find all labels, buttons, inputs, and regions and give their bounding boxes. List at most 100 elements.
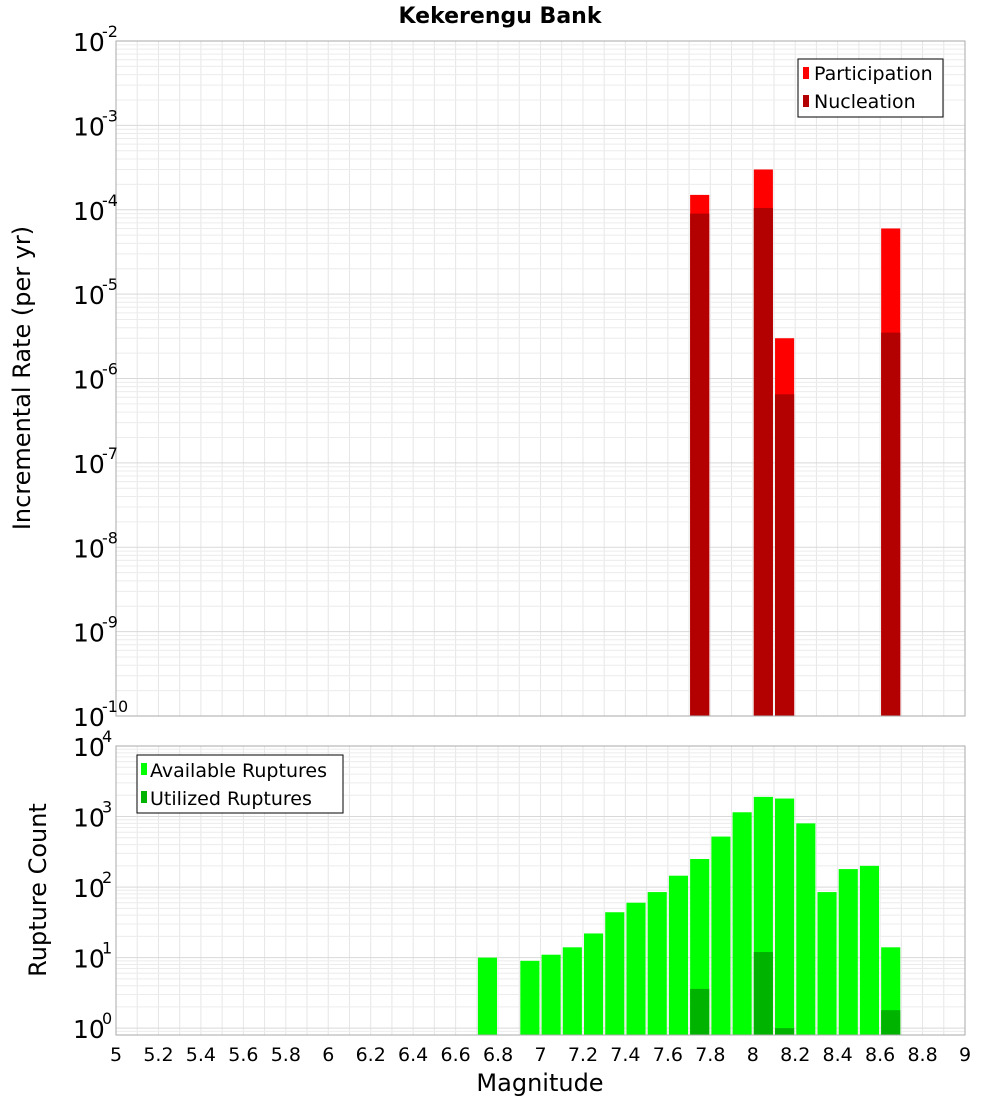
top-gridlines: [115, 41, 966, 717]
y-tick-base: 10: [73, 804, 105, 833]
bottom-y-axis-label: Rupture Count: [24, 803, 52, 977]
x-tick-label: 8.4: [823, 1044, 853, 1066]
bar-available-ruptures: [562, 947, 582, 1035]
y-tick-exponent: -5: [102, 275, 118, 294]
bar-available-ruptures: [732, 812, 752, 1035]
y-tick-base: 10: [73, 703, 105, 732]
y-tick-base: 10: [73, 1015, 105, 1044]
x-tick-label: 5.6: [228, 1044, 258, 1066]
x-tick-label: 6.8: [483, 1044, 513, 1066]
top-y-axis-label: Incremental Rate (per yr): [8, 226, 36, 530]
x-tick-label: 5.2: [143, 1044, 173, 1066]
y-tick-label: 10-6: [73, 360, 118, 395]
x-tick-label: 8.2: [780, 1044, 810, 1066]
x-tick-label: 7: [534, 1044, 546, 1066]
bottom-plot-border: [115, 745, 966, 1036]
x-tick-label: 6: [322, 1044, 334, 1066]
bar-available-ruptures: [647, 892, 667, 1035]
bar-available-ruptures: [584, 933, 604, 1035]
bar-nucleation: [881, 332, 901, 716]
top-legend-box: [797, 58, 944, 118]
x-tick-label: 6.4: [398, 1044, 428, 1066]
y-tick-label: 10-8: [73, 528, 118, 563]
y-tick-base: 10: [73, 450, 105, 479]
legend-swatch-participation: [803, 67, 809, 79]
bar-utilized-ruptures: [690, 988, 710, 1035]
y-tick-label: 104: [73, 727, 112, 762]
y-tick-label: 103: [73, 798, 112, 833]
bar-available-ruptures: [838, 869, 858, 1035]
y-tick-exponent: -9: [102, 613, 118, 632]
legend-label-nucleation: Nucleation: [814, 91, 916, 113]
y-tick-base: 10: [73, 945, 105, 974]
y-tick-base: 10: [73, 28, 105, 57]
bar-available-ruptures: [817, 892, 837, 1035]
bar-available-ruptures: [520, 960, 540, 1035]
y-tick-base: 10: [73, 733, 105, 762]
bottom-legend-box: [136, 754, 344, 814]
y-tick-exponent: 1: [102, 939, 112, 958]
bar-available-ruptures: [477, 957, 497, 1035]
y-tick-exponent: -4: [102, 191, 118, 210]
top-bars: [690, 169, 901, 717]
legend-label-available: Available Ruptures: [150, 760, 327, 782]
y-tick-base: 10: [73, 112, 105, 141]
x-tick-label: 7.2: [568, 1044, 598, 1066]
x-tick-label: 8: [747, 1044, 759, 1066]
legend-swatch-nucleation: [803, 95, 809, 107]
y-tick-exponent: 0: [102, 1009, 112, 1028]
y-tick-base: 10: [73, 534, 105, 563]
y-tick-exponent: -10: [102, 697, 128, 716]
y-tick-label: 102: [73, 868, 112, 903]
y-tick-label: 101: [73, 939, 112, 974]
x-tick-label: 8.8: [907, 1044, 937, 1066]
y-tick-label: 10-5: [73, 275, 118, 310]
bar-available-ruptures: [626, 902, 646, 1035]
top-plot-border: [115, 40, 966, 717]
y-tick-label: 10-9: [73, 613, 118, 648]
y-tick-exponent: -7: [102, 444, 118, 463]
chart-title: Kekerengu Bank: [399, 4, 603, 29]
x-tick-label: 5.8: [271, 1044, 301, 1066]
x-tick-label: 6.6: [440, 1044, 470, 1066]
y-tick-exponent: 4: [102, 727, 112, 746]
y-tick-exponent: -8: [102, 528, 118, 547]
y-tick-label: 10-4: [73, 191, 118, 226]
y-tick-base: 10: [73, 281, 105, 310]
x-tick-label: 7.6: [653, 1044, 683, 1066]
y-tick-base: 10: [73, 197, 105, 226]
bar-utilized-ruptures: [881, 1010, 901, 1035]
bottom-bars: [477, 796, 901, 1035]
top-legend: Participation Nucleation: [797, 58, 944, 118]
y-tick-label: 10-3: [73, 106, 118, 141]
y-tick-exponent: 3: [102, 798, 112, 817]
bar-nucleation: [753, 207, 773, 716]
bar-utilized-ruptures: [775, 1028, 795, 1035]
bar-available-ruptures: [605, 912, 625, 1035]
y-tick-label: 100: [73, 1009, 112, 1044]
bar-available-ruptures: [668, 875, 689, 1035]
y-tick-label: 10-10: [73, 697, 128, 732]
legend-swatch-available: [141, 763, 147, 775]
y-tick-exponent: 2: [102, 868, 112, 887]
bar-available-ruptures: [775, 798, 795, 1035]
bar-nucleation: [775, 394, 795, 716]
x-tick-label: 7.4: [610, 1044, 640, 1066]
y-tick-exponent: -2: [102, 22, 118, 41]
y-tick-base: 10: [73, 874, 105, 903]
bar-available-ruptures: [859, 865, 880, 1035]
bar-nucleation: [690, 213, 710, 717]
x-tick-label: 6.2: [356, 1044, 386, 1066]
y-tick-label: 10-7: [73, 444, 118, 479]
bar-available-ruptures: [796, 823, 816, 1035]
bar-available-ruptures: [711, 836, 731, 1035]
bar-available-ruptures: [541, 954, 561, 1035]
x-tick-label: 5.4: [186, 1044, 216, 1066]
x-tick-label: 8.6: [865, 1044, 895, 1066]
x-tick-label: 7.8: [695, 1044, 725, 1066]
